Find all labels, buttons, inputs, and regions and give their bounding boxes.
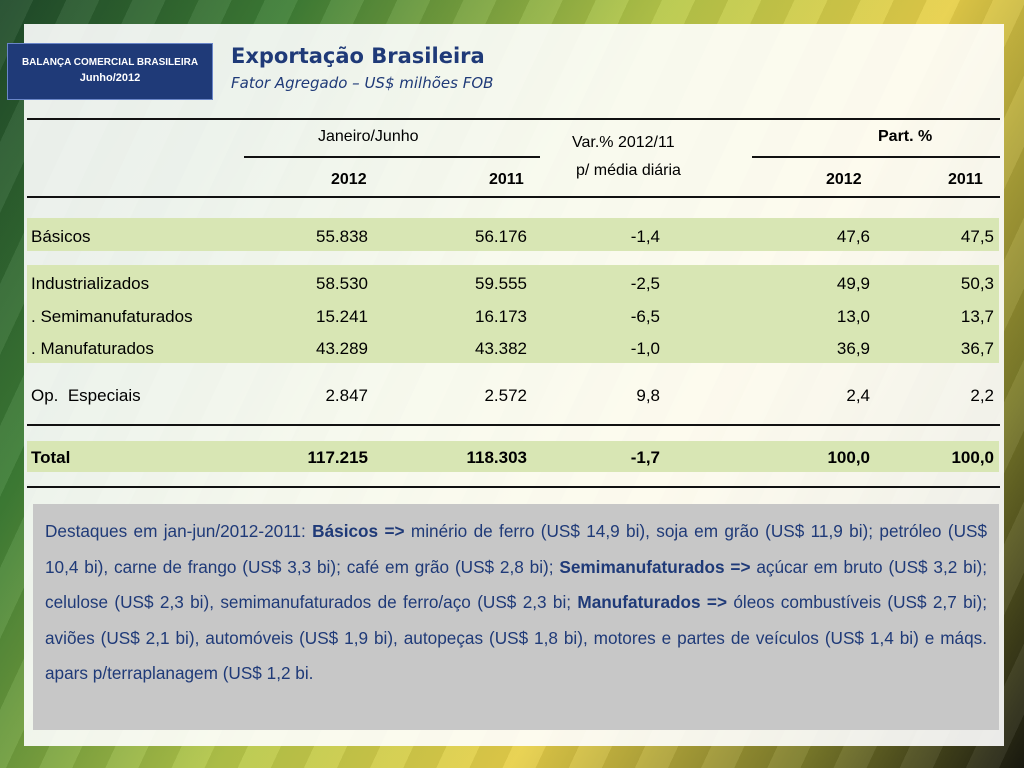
section-badge: BALANÇA COMERCIAL BRASILEIRA Junho/2012 [7,43,213,100]
page-subtitle: Fator Agregado – US$ milhões FOB [231,74,494,92]
row-part-2012: 49,9 [836,274,870,293]
row-value-2011: 2.572 [484,386,527,405]
band-total [27,441,999,472]
badge-title: BALANÇA COMERCIAL BRASILEIRA [21,57,199,68]
band-industrializados [27,265,999,363]
row-label: Básicos [31,227,91,246]
highlights-manuf-label: Manufaturados => [577,592,727,612]
row-label: Op. Especiais [31,386,141,405]
row-value-2012: 2.847 [325,386,368,405]
header-var-line2: p/ média diária [576,162,681,179]
row-value-2011: 56.176 [475,227,527,246]
highlights-manuf-text: óleos combustíveis (US$ 2,7 bi); aviões … [45,592,987,683]
band-basicos [27,218,999,251]
row-value-2011: 118.303 [466,448,527,467]
row-value-2012: 15.241 [316,307,368,326]
row-value-2011: 16.173 [475,307,527,326]
header-part-rule [752,156,1000,158]
row-part-2012: 2,4 [846,386,870,405]
highlights-box: Destaques em jan-jun/2012-2011: Básicos … [33,504,999,730]
row-part-2012: 36,9 [836,339,870,358]
header-year-2011: 2011 [489,171,524,188]
row-part-2011: 2,2 [970,386,994,405]
row-value-2012: 58.530 [316,274,368,293]
total-top-rule [27,424,1000,426]
header-year-2012: 2012 [331,171,367,188]
row-part-2011: 13,7 [960,307,994,326]
header-period-rule [244,156,540,158]
row-value-2011: 59.555 [475,274,527,293]
row-value-2012: 43.289 [316,339,368,358]
row-value-2012: 55.838 [316,227,368,246]
table-top-rule [27,118,1000,120]
row-label: Total [31,448,71,467]
header-bottom-rule [27,196,1000,198]
row-label: . Manufaturados [31,339,154,358]
row-part-2012: 13,0 [836,307,870,326]
header-part-2011: 2011 [948,171,983,188]
page-title: Exportação Brasileira [231,44,485,68]
row-part-2012: 100,0 [827,448,870,467]
highlights-basicos-text: minério de ferro (US$ 14,9 bi), soja em … [45,521,988,577]
row-part-2011: 50,3 [960,274,994,293]
badge-date: Junho/2012 [79,72,141,84]
highlights-semi-label: Semimanufaturados => [559,556,751,577]
header-var-line1: Var.% 2012/11 [572,134,675,151]
row-var: -1,4 [630,227,660,246]
row-var: -6,5 [630,307,660,326]
table-bottom-rule [27,486,1000,488]
row-value-2011: 43.382 [475,339,527,358]
highlights-basicos-label: Básicos => [312,521,405,541]
row-var: -2,5 [630,274,660,293]
row-var: -1,7 [630,448,660,467]
header-period: Janeiro/Junho [318,128,419,145]
highlights-semi-text: açúcar em bruto (US$ 3,2 bi); celulose (… [45,556,988,613]
row-value-2012: 117.215 [307,448,368,467]
row-part-2012: 47,6 [836,227,870,246]
row-var: -1,0 [630,339,660,358]
row-part-2011: 36,7 [960,339,994,358]
row-label: Industrializados [31,274,150,293]
header-part: Part. % [878,128,933,145]
row-part-2011: 100,0 [951,448,994,467]
row-label: . Semimanufaturados [31,307,193,326]
row-var: 9,8 [636,386,660,405]
row-part-2011: 47,5 [960,227,994,246]
header-part-2012: 2012 [826,171,862,188]
highlights-intro: Destaques em jan-jun/2012-2011: [45,521,313,541]
